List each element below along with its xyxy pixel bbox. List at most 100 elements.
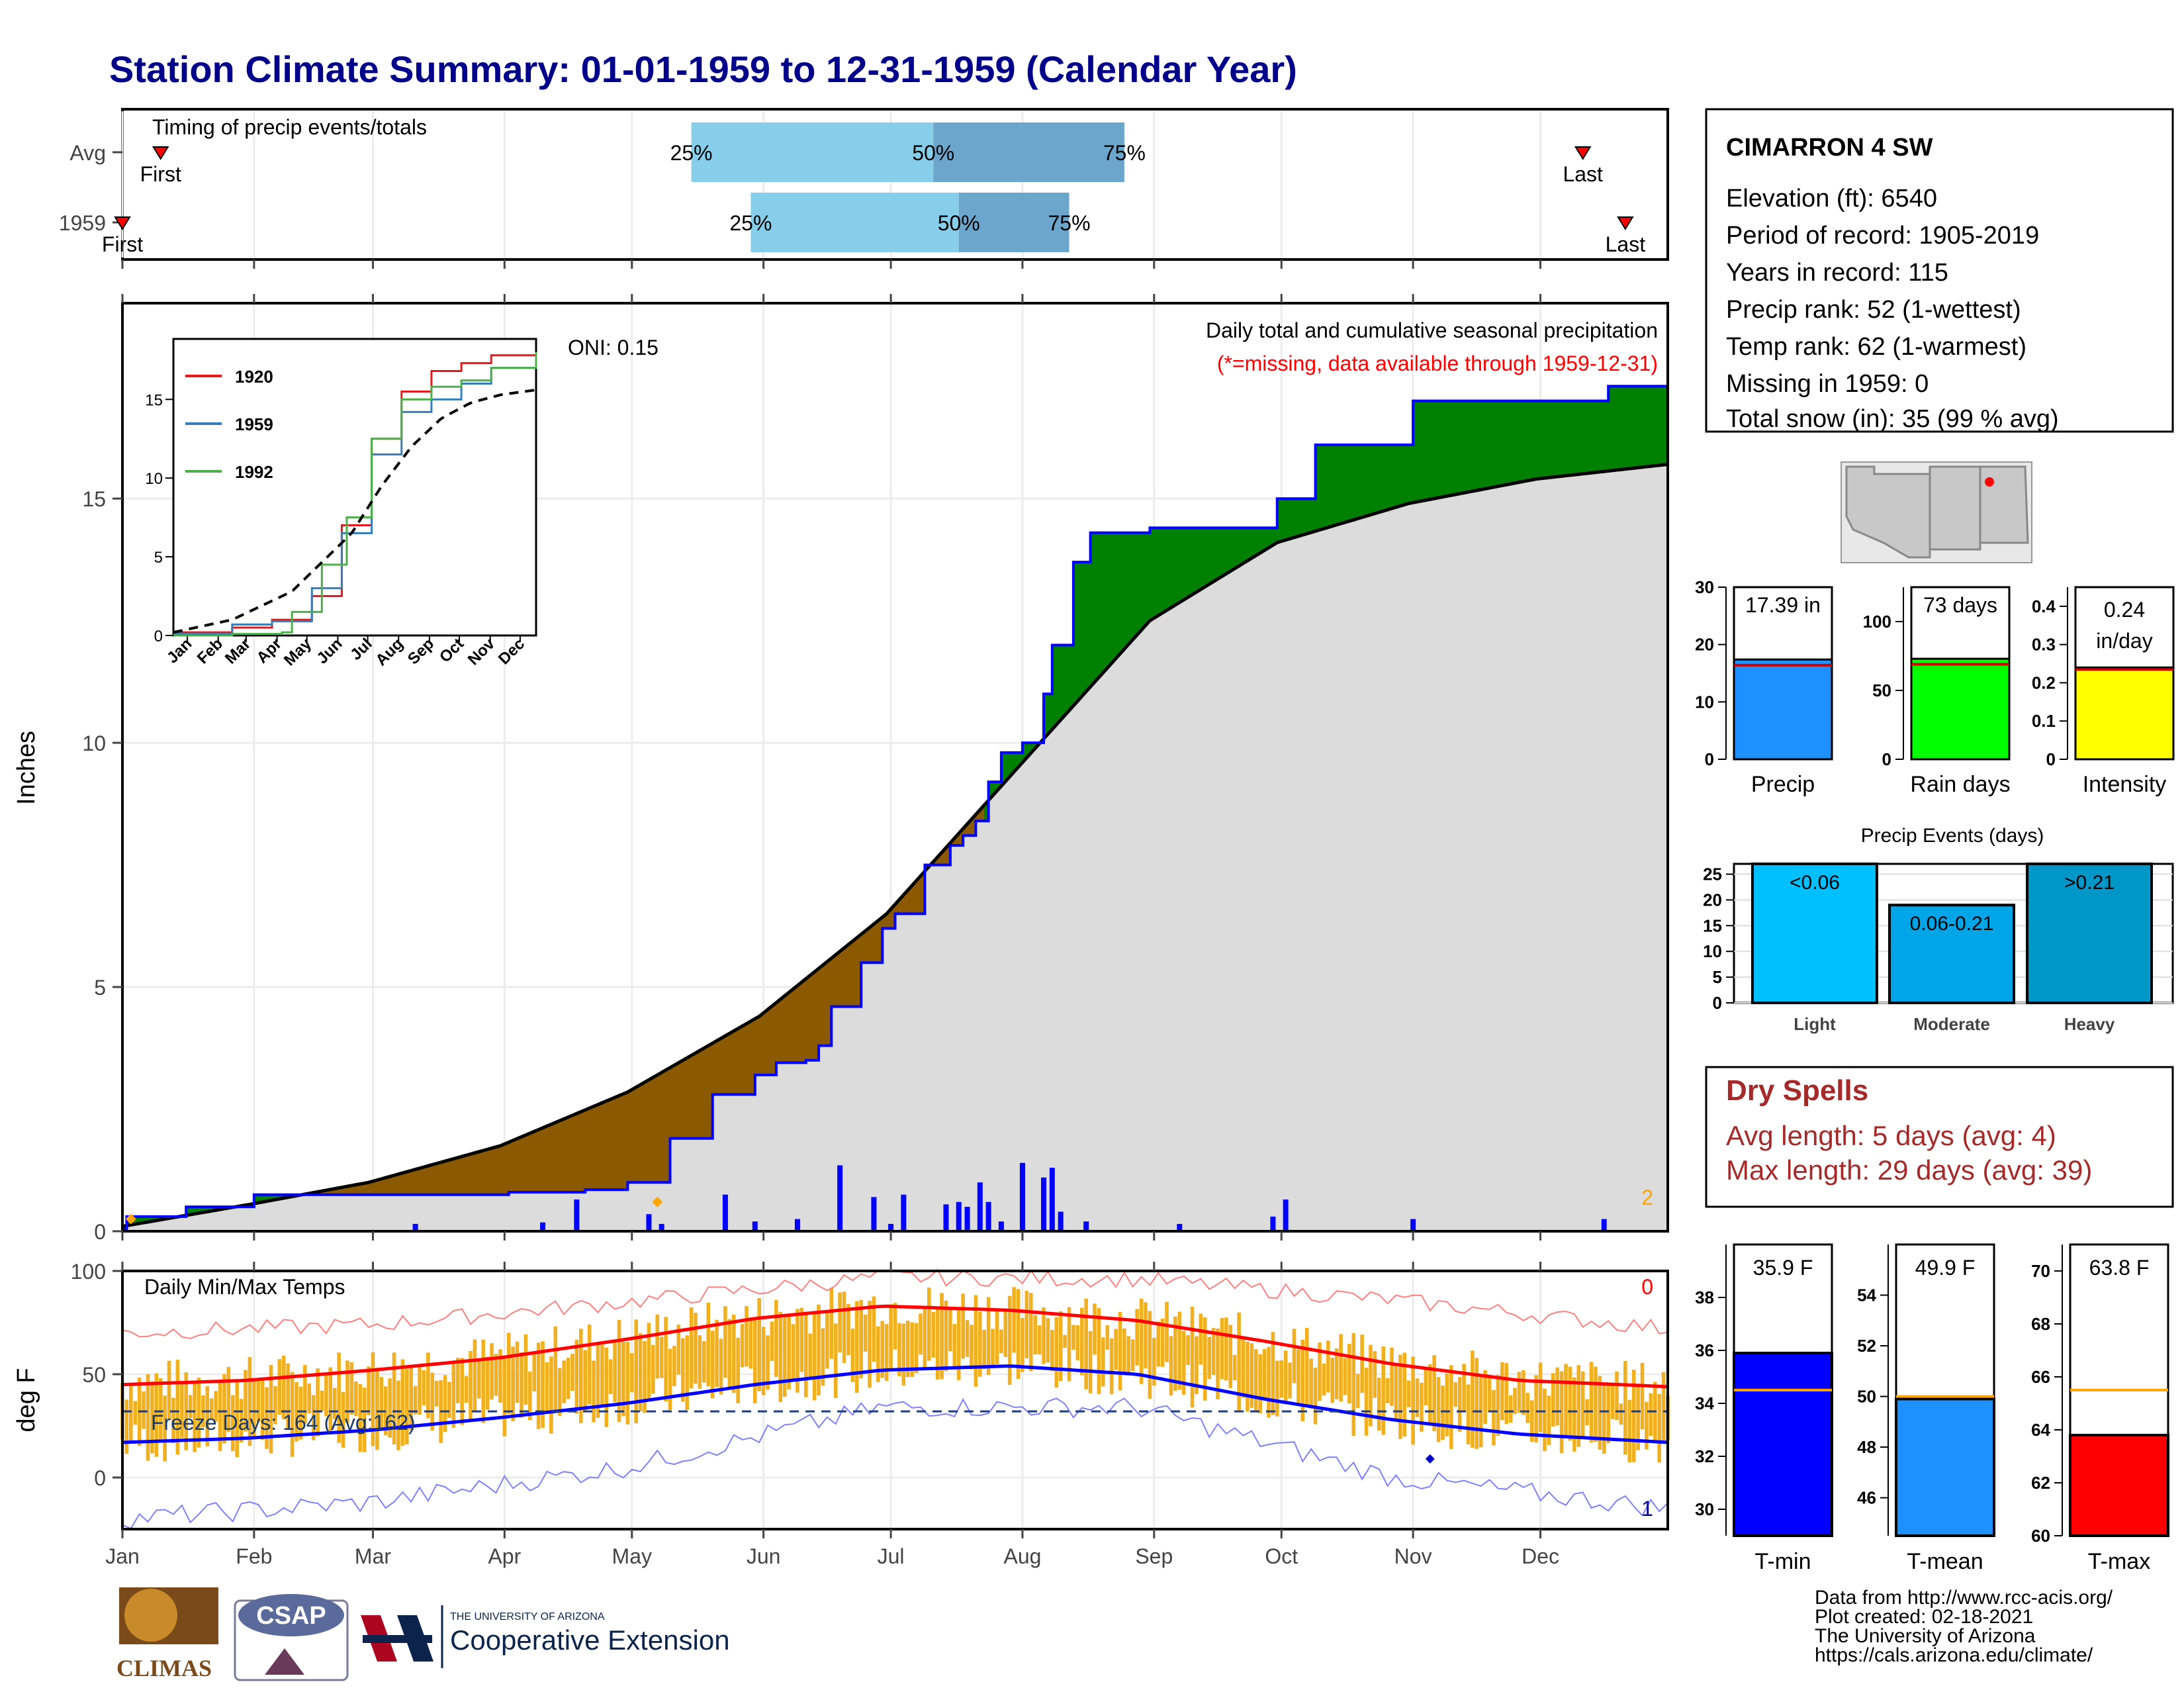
wetter-than-average-band — [1604, 400, 1609, 472]
daily-temp-bar — [239, 1399, 244, 1442]
temp-frame — [121, 1270, 1669, 1530]
wetter-than-average-band — [1438, 400, 1443, 498]
daily-temp-bar — [596, 1342, 600, 1418]
daily-temp-bar — [1657, 1393, 1661, 1463]
precip-y-tick-label: 0 — [94, 1220, 106, 1244]
inset-y-tick-label: 15 — [145, 391, 163, 409]
drier-than-average-band — [559, 1118, 565, 1193]
daily-temp-bar — [1232, 1354, 1237, 1380]
events-y-tick-label: 5 — [1713, 967, 1722, 987]
daily-temp-bar — [324, 1374, 328, 1417]
wetter-than-average-band — [1145, 532, 1150, 627]
wetter-than-average-band — [1103, 532, 1108, 674]
daily-temp-bar — [680, 1338, 685, 1402]
wetter-than-average-band — [1213, 527, 1218, 583]
daily-temp-bar — [1042, 1307, 1046, 1364]
temp-summary-y-tick-label: 70 — [2031, 1261, 2050, 1281]
daily-temp-bar — [583, 1350, 588, 1412]
drier-than-average-band — [610, 1097, 615, 1190]
wetter-than-average-band — [1281, 498, 1287, 542]
drier-than-average-band — [695, 1050, 700, 1139]
daily-temp-bar — [749, 1319, 753, 1369]
daily-temp-bar — [1114, 1329, 1118, 1370]
events-category-label: Moderate — [1913, 1014, 1990, 1034]
wetter-than-average-band — [1527, 400, 1533, 481]
daily-temp-bar — [171, 1397, 175, 1444]
daily-temp-bar — [1046, 1318, 1050, 1363]
daily-temp-bar — [854, 1301, 859, 1393]
footer-line-created: Plot created: 02-18-2021 — [1815, 1606, 2033, 1628]
temp-summary-y-tick-label: 34 — [1695, 1393, 1714, 1413]
daily-temp-bar — [753, 1319, 757, 1404]
daily-temp-bar — [1411, 1356, 1415, 1445]
events-bar — [2026, 863, 2153, 1004]
daily-temp-bar — [651, 1344, 655, 1394]
timing-quartile-bar-dark — [958, 193, 1069, 252]
wetter-than-average-band — [1468, 400, 1473, 492]
daily-temp-bar — [876, 1326, 880, 1382]
daily-temp-bar — [307, 1383, 312, 1414]
timing-row-label: Avg — [69, 141, 106, 165]
daily-temp-bar — [1028, 1293, 1033, 1372]
daily-temp-bar — [1267, 1346, 1271, 1418]
daily-temp-bar — [1130, 1339, 1135, 1372]
month-label: Feb — [236, 1544, 272, 1568]
events-bar — [1751, 863, 1878, 1004]
wetter-than-average-band — [1459, 400, 1465, 494]
daily-temp-bar — [311, 1395, 316, 1440]
daily-temp-bar — [490, 1343, 494, 1400]
daily-temp-bar — [1211, 1328, 1216, 1375]
daily-precip-bar — [574, 1199, 580, 1231]
drier-than-average-band — [763, 1008, 768, 1076]
summary-y-tick-label: 0.2 — [2032, 673, 2056, 692]
daily-temp-bar — [1572, 1377, 1576, 1452]
wetter-than-average-band — [1544, 400, 1549, 479]
daily-temp-bar — [736, 1337, 740, 1403]
drier-than-average-band — [593, 1103, 598, 1190]
daily-temp-bar — [1432, 1355, 1436, 1432]
daily-temp-bar — [1496, 1375, 1500, 1436]
wetter-than-average-band — [1111, 532, 1116, 665]
daily-temp-bar — [430, 1372, 435, 1431]
temp-label: Daily Min/Max Temps — [144, 1275, 345, 1299]
daily-temp-bar — [1369, 1344, 1373, 1427]
daily-temp-bar — [672, 1346, 676, 1387]
temp-summary-value: 49.9 F — [1915, 1256, 1976, 1280]
events-plot: 0 5 10 15 20 25 <0.06 Light 0.06-0.21 Moderate >0.… — [1703, 863, 2174, 1034]
daily-temp-bar — [1169, 1336, 1173, 1396]
daily-temp-bar — [1415, 1378, 1420, 1417]
wetter-than-average-band — [1226, 527, 1231, 575]
daily-temp-bar — [1457, 1377, 1462, 1432]
temp-summary-name: T-mean — [1907, 1549, 1983, 1574]
wetter-than-average-band — [1574, 400, 1579, 475]
drier-than-average-band — [482, 1149, 488, 1196]
daily-temp-bar — [316, 1368, 320, 1436]
wetter-than-average-band — [1582, 400, 1588, 475]
daily-temp-bar — [1033, 1315, 1037, 1355]
drier-than-average-band — [529, 1131, 535, 1193]
drier-than-average-band — [406, 1170, 412, 1196]
daily-temp-bar — [193, 1382, 197, 1452]
daily-temp-bar — [1271, 1332, 1275, 1415]
daily-temp-bar — [1649, 1393, 1653, 1436]
daily-temp-bar — [647, 1323, 651, 1401]
average-cumulative-line — [122, 463, 1668, 1229]
daily-temp-bar — [163, 1395, 167, 1462]
wetter-than-average-band — [1446, 400, 1452, 497]
drier-than-average-band — [869, 923, 874, 963]
wetter-than-average-band — [1387, 444, 1392, 510]
wetter-than-average-band — [1476, 400, 1482, 491]
daily-temp-bar — [884, 1324, 889, 1382]
daily-temp-bar — [1428, 1364, 1432, 1424]
first-event-marker — [114, 216, 131, 230]
daily-temp-bar — [638, 1333, 643, 1412]
daily-temp-bar — [485, 1356, 490, 1410]
daily-temp-bar — [218, 1380, 222, 1452]
daily-temp-bar — [1292, 1329, 1297, 1383]
temp-plot — [120, 1268, 1670, 1530]
daily-temp-bar — [494, 1354, 498, 1396]
temp-y-label: deg F — [13, 1368, 40, 1432]
missing-count: 2 — [1641, 1186, 1653, 1209]
summary-y-tick-label: 0 — [1705, 749, 1714, 769]
wetter-than-average-band — [1391, 444, 1396, 509]
